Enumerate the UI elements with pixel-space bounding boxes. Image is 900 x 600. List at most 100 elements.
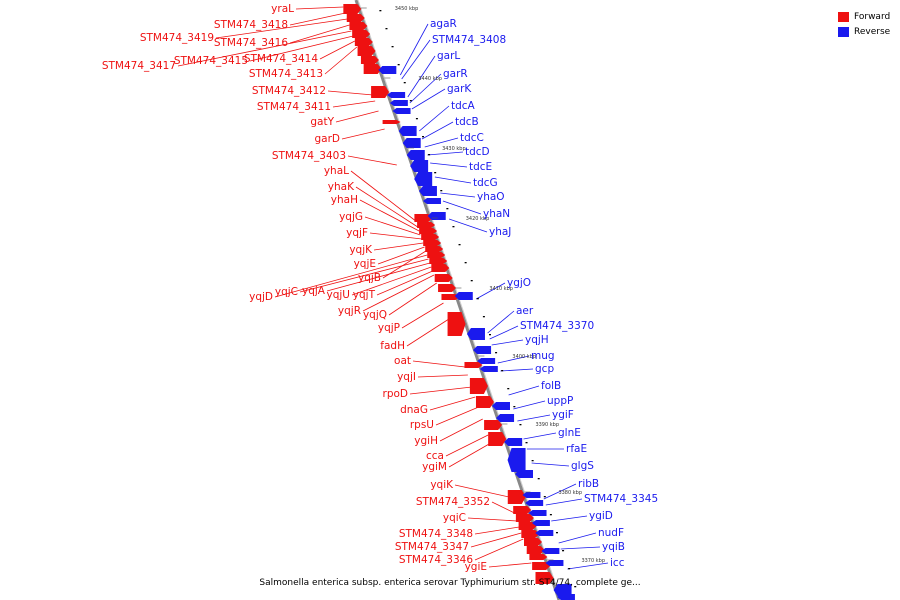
forward-leader-line (295, 6, 344, 10)
forward-gene-label: gatY (310, 116, 334, 128)
forward-gene-label: STM474_3411 (257, 101, 331, 113)
position-marker (525, 442, 528, 444)
reverse-gene-block (418, 186, 437, 196)
forward-leader-line (359, 199, 420, 232)
reverse-leader-line (487, 310, 515, 334)
forward-gene-label: ygiE (465, 561, 487, 573)
reverse-gene-label: tdcG (473, 177, 498, 189)
forward-gene-block (434, 274, 453, 282)
forward-leader-line (454, 484, 510, 498)
forward-gene-block (532, 562, 551, 570)
scale-tick-label: 3410 kbp (489, 286, 513, 292)
reverse-gene-block (522, 492, 541, 498)
forward-gene-block (515, 514, 534, 522)
position-marker (428, 154, 431, 156)
position-marker (446, 208, 449, 210)
reverse-leader-line (448, 218, 488, 233)
forward-leader-line (377, 246, 425, 265)
scale-tick-label: 3380 kbp (558, 490, 582, 496)
reverse-leader-line (558, 532, 597, 544)
reverse-gene-block (422, 198, 441, 204)
forward-gene-block (441, 294, 460, 300)
reverse-gene-label: yhaN (483, 208, 510, 220)
reverse-gene-block (410, 160, 429, 172)
forward-gene-label: STM474_3403 (272, 150, 346, 162)
position-marker (415, 118, 418, 120)
reverse-leader-line (551, 515, 588, 522)
forward-gene-label: cca (426, 450, 444, 462)
reverse-leader-line (430, 162, 468, 168)
position-marker (440, 190, 443, 192)
reverse-leader-line (419, 105, 450, 132)
forward-leader-line (215, 18, 348, 39)
reverse-gene-block (466, 328, 485, 340)
forward-leader-line (439, 418, 483, 442)
reverse-leader-line (560, 546, 601, 550)
forward-gene-label: ygiM (422, 461, 447, 473)
forward-gene-block (513, 506, 532, 514)
position-marker (422, 136, 425, 138)
forward-gene-label: yqjQ (363, 309, 387, 321)
position-marker (531, 460, 534, 462)
forward-leader-line (347, 155, 397, 166)
reverse-gene-block (528, 510, 547, 516)
reverse-leader-line (475, 282, 506, 300)
reverse-gene-label: tdcB (455, 116, 479, 128)
forward-gene-block (484, 420, 503, 430)
position-marker (482, 316, 485, 318)
forward-gene-label: yqjI (397, 371, 416, 383)
forward-leader-line (376, 270, 433, 296)
reverse-leader-line (523, 432, 557, 440)
forward-leader-line (177, 30, 352, 67)
forward-leader-line (326, 262, 431, 292)
legend-reverse: Reverse (838, 24, 890, 39)
reverse-gene-label: garR (443, 68, 468, 80)
forward-gene-block (360, 56, 379, 64)
position-marker (519, 424, 522, 426)
position-marker (403, 82, 406, 84)
forward-gene-block (447, 312, 466, 336)
reverse-leader-line (517, 414, 551, 422)
forward-leader-line (491, 501, 515, 514)
reverse-gene-block (545, 560, 564, 566)
position-marker (391, 46, 394, 48)
forward-swatch (838, 11, 849, 22)
reverse-gene-block (541, 548, 560, 554)
reverse-gene-block (491, 402, 510, 410)
forward-gene-block (438, 284, 457, 292)
forward-leader-line (417, 374, 468, 378)
forward-gene-label: yqjB (358, 272, 381, 284)
reverse-leader-line (567, 562, 609, 570)
reverse-gene-label: mug (531, 350, 555, 362)
reverse-gene-block (477, 358, 496, 364)
reverse-gene-label: yqjH (525, 334, 549, 346)
forward-leader-line (335, 110, 379, 123)
forward-gene-label: yqjF (346, 227, 368, 239)
reverse-gene-block (515, 470, 534, 478)
reverse-swatch (838, 26, 849, 37)
reverse-gene-label: uppP (547, 395, 573, 407)
scale-tick-label: 3450 kbp (395, 6, 419, 12)
forward-gene-label: STM474_3414 (244, 53, 318, 65)
reverse-gene-label: rfaE (566, 443, 587, 455)
position-marker (495, 352, 498, 354)
forward-gene-block (425, 246, 444, 252)
forward-gene-block (521, 530, 540, 538)
forward-leader-line (350, 170, 416, 222)
reverse-leader-line (424, 137, 459, 148)
backbone (354, 0, 561, 600)
reverse-gene-label: ribB (578, 478, 599, 490)
reverse-leader-line (545, 498, 583, 506)
reverse-gene-label: glnE (558, 427, 581, 439)
reverse-gene-block (504, 438, 523, 446)
forward-leader-line (249, 35, 354, 62)
forward-leader-line (488, 562, 532, 568)
forward-leader-line (412, 360, 466, 368)
forward-gene-label: yhaH (331, 194, 358, 206)
forward-leader-line (474, 538, 524, 561)
forward-gene-label: yraL (271, 3, 294, 15)
reverse-gene-label: tdcC (460, 132, 484, 144)
reverse-gene-block (406, 150, 425, 160)
forward-gene-block (429, 258, 448, 264)
